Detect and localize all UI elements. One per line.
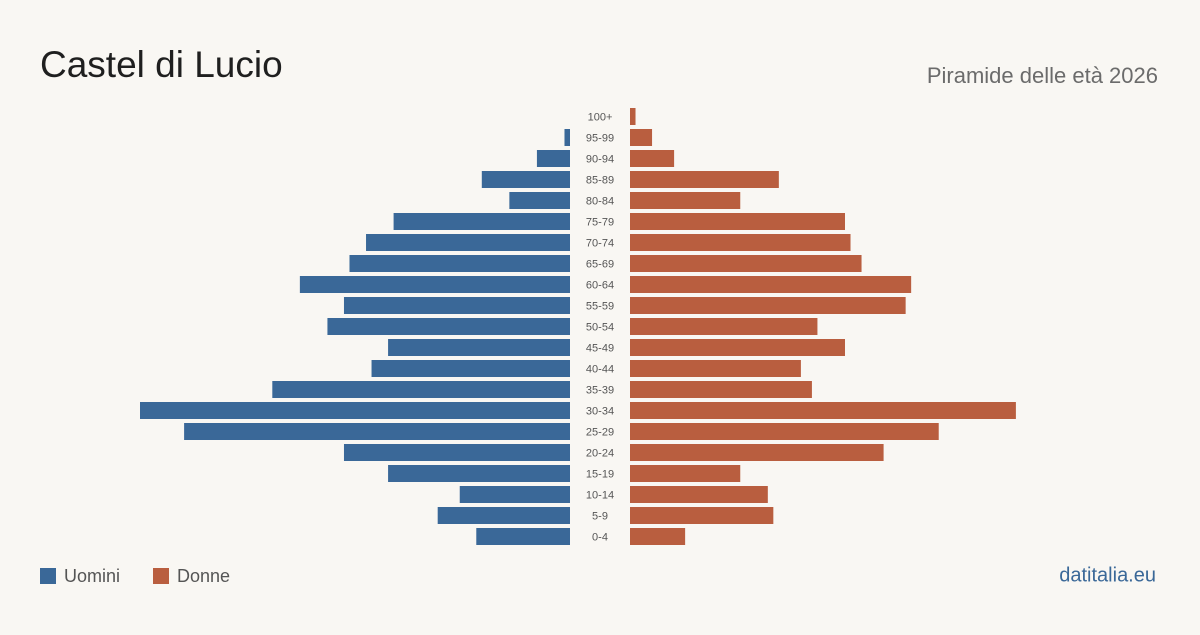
bar: [630, 129, 653, 146]
age-label: 45-49: [586, 342, 614, 354]
age-label: 35-39: [586, 384, 614, 396]
age-label: 15-19: [586, 468, 614, 480]
bar: [299, 276, 570, 293]
bar: [272, 381, 570, 398]
bar: [630, 360, 801, 377]
legend-swatch: [40, 568, 56, 584]
bar: [140, 402, 570, 419]
bar: [366, 234, 570, 251]
bar: [564, 129, 570, 146]
age-label: 90-94: [586, 153, 614, 165]
age-label: 60-64: [586, 279, 614, 291]
bar: [630, 297, 906, 314]
age-label: 75-79: [586, 216, 614, 228]
bar: [388, 465, 570, 482]
age-label: 10-14: [586, 489, 614, 501]
bar: [630, 213, 845, 230]
bar: [630, 318, 818, 335]
bar: [437, 507, 570, 524]
bar: [630, 444, 884, 461]
bar: [630, 276, 912, 293]
bar: [327, 318, 570, 335]
legend-label: Uomini: [64, 566, 120, 586]
bar: [630, 423, 939, 440]
bar: [630, 528, 686, 545]
age-label: 70-74: [586, 237, 614, 249]
age-label: 0-4: [592, 531, 608, 543]
bar: [630, 171, 779, 188]
legend-label: Donne: [177, 566, 230, 586]
age-label: 100+: [588, 111, 613, 123]
age-label: 85-89: [586, 174, 614, 186]
bar: [630, 150, 675, 167]
age-label: 5-9: [592, 510, 608, 522]
bar: [536, 150, 570, 167]
bar: [184, 423, 570, 440]
bar: [630, 339, 845, 356]
age-label: 95-99: [586, 132, 614, 144]
bar: [630, 402, 1016, 419]
bar: [481, 171, 570, 188]
bar: [630, 192, 741, 209]
age-label: 50-54: [586, 321, 614, 333]
bar: [630, 108, 636, 125]
bar: [393, 213, 570, 230]
age-label: 20-24: [586, 447, 614, 459]
bar: [630, 486, 768, 503]
bar: [630, 234, 851, 251]
age-label: 40-44: [586, 363, 614, 375]
legend-swatch: [153, 568, 169, 584]
chart-title: Castel di Lucio: [40, 44, 283, 85]
age-label: 30-34: [586, 405, 614, 417]
bar: [630, 465, 741, 482]
chart-subtitle: Piramide delle età 2026: [927, 63, 1158, 88]
bar: [388, 339, 570, 356]
age-label: 25-29: [586, 426, 614, 438]
bar: [343, 444, 570, 461]
bar: [343, 297, 570, 314]
age-label: 55-59: [586, 300, 614, 312]
bar: [630, 381, 812, 398]
bar: [476, 528, 570, 545]
bar: [371, 360, 570, 377]
age-label: 65-69: [586, 258, 614, 270]
bar: [509, 192, 570, 209]
age-label: 80-84: [586, 195, 614, 207]
bar: [630, 507, 774, 524]
source: datitalia.eu: [1059, 564, 1156, 586]
bar: [630, 255, 862, 272]
bar: [349, 255, 570, 272]
bar: [459, 486, 570, 503]
